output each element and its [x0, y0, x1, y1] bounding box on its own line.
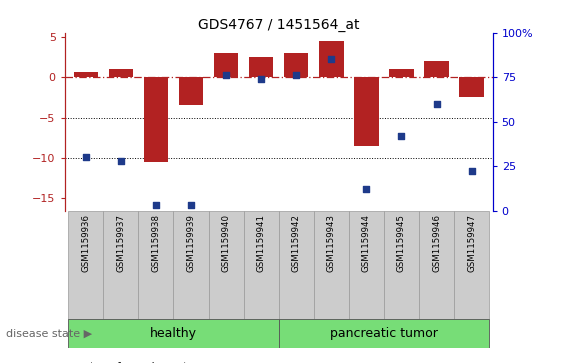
- Bar: [104, 211, 138, 319]
- Bar: [208, 211, 244, 319]
- Bar: [284, 53, 309, 77]
- Bar: [68, 319, 279, 348]
- Bar: [425, 61, 449, 77]
- Bar: [68, 211, 104, 319]
- Bar: [354, 77, 379, 146]
- Point: [186, 202, 195, 208]
- Text: ■: ■: [73, 360, 85, 363]
- Bar: [459, 77, 484, 97]
- Point: [292, 73, 301, 78]
- Point: [81, 154, 90, 160]
- Bar: [419, 211, 454, 319]
- Text: GSM1159946: GSM1159946: [432, 214, 441, 272]
- Point: [467, 168, 476, 174]
- Bar: [109, 69, 133, 77]
- Bar: [389, 69, 414, 77]
- Bar: [74, 72, 98, 77]
- Bar: [384, 211, 419, 319]
- Text: pancreatic tumor: pancreatic tumor: [330, 327, 438, 340]
- Bar: [279, 319, 489, 348]
- Point: [257, 76, 266, 82]
- Bar: [244, 211, 279, 319]
- Title: GDS4767 / 1451564_at: GDS4767 / 1451564_at: [198, 18, 359, 32]
- Text: GSM1159945: GSM1159945: [397, 214, 406, 272]
- Text: GSM1159937: GSM1159937: [117, 214, 126, 272]
- Bar: [349, 211, 384, 319]
- Bar: [454, 211, 489, 319]
- Text: GSM1159943: GSM1159943: [327, 214, 336, 272]
- Text: GSM1159941: GSM1159941: [257, 214, 266, 272]
- Text: disease state ▶: disease state ▶: [6, 329, 92, 339]
- Bar: [173, 211, 208, 319]
- Text: GSM1159936: GSM1159936: [81, 214, 90, 272]
- Text: GSM1159940: GSM1159940: [222, 214, 231, 272]
- Point: [327, 57, 336, 62]
- Bar: [249, 57, 274, 77]
- Bar: [319, 41, 343, 77]
- Point: [151, 202, 160, 208]
- Point: [432, 101, 441, 107]
- Point: [362, 186, 371, 192]
- Bar: [314, 211, 349, 319]
- Bar: [144, 77, 168, 162]
- Bar: [138, 211, 173, 319]
- Text: healthy: healthy: [150, 327, 197, 340]
- Text: GSM1159947: GSM1159947: [467, 214, 476, 272]
- Bar: [178, 77, 203, 105]
- Point: [397, 133, 406, 139]
- Point: [222, 73, 231, 78]
- Bar: [214, 53, 238, 77]
- Point: [117, 158, 126, 164]
- Bar: [279, 211, 314, 319]
- Text: GSM1159939: GSM1159939: [186, 214, 195, 272]
- Text: GSM1159944: GSM1159944: [362, 214, 371, 272]
- Text: GSM1159942: GSM1159942: [292, 214, 301, 272]
- Text: transformed count: transformed count: [90, 362, 187, 363]
- Text: GSM1159938: GSM1159938: [151, 214, 160, 272]
